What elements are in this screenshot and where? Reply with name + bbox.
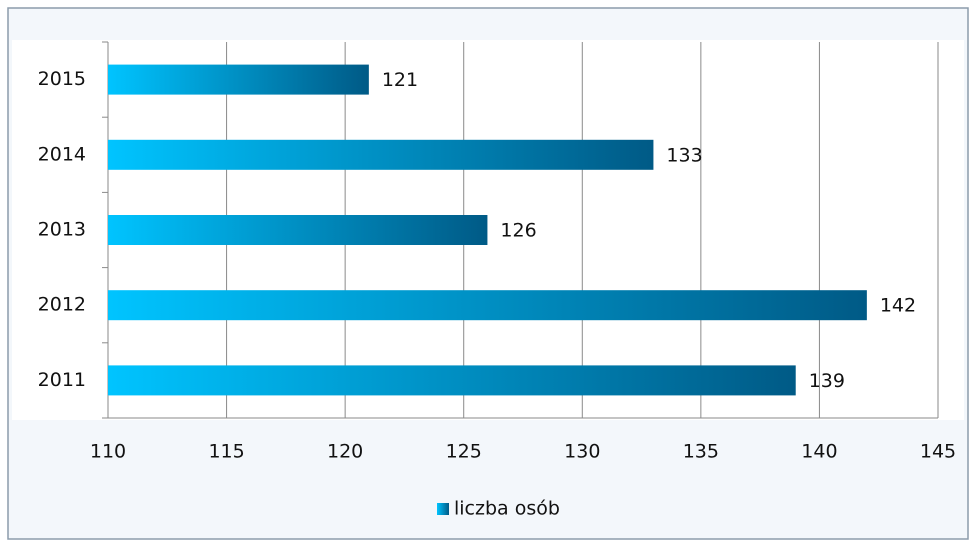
y-tick-label: 2012 xyxy=(38,294,86,316)
data-label: 133 xyxy=(666,144,702,166)
bar xyxy=(108,215,488,245)
y-tick-label: 2015 xyxy=(38,68,86,90)
bar xyxy=(108,64,369,95)
y-tick-label: 2013 xyxy=(38,219,86,241)
bar xyxy=(108,365,796,396)
x-tick-label: 135 xyxy=(683,441,719,463)
x-tick-label: 125 xyxy=(446,441,482,463)
data-label: 126 xyxy=(500,220,536,242)
legend-label: liczba osób xyxy=(454,498,560,520)
x-tick-label: 115 xyxy=(208,441,244,463)
data-label: 121 xyxy=(382,69,418,91)
data-label: 142 xyxy=(880,295,916,317)
bar xyxy=(108,290,867,321)
y-tick-label: 2014 xyxy=(38,143,86,165)
x-tick-label: 130 xyxy=(564,441,600,463)
bar xyxy=(108,139,654,170)
x-tick-label: 120 xyxy=(327,441,363,463)
x-tick-label: 145 xyxy=(920,441,956,463)
y-tick-label: 2011 xyxy=(38,369,86,391)
legend-swatch xyxy=(437,503,449,515)
data-label: 139 xyxy=(809,370,845,392)
x-tick-label: 110 xyxy=(90,441,126,463)
x-tick-label: 140 xyxy=(801,441,837,463)
